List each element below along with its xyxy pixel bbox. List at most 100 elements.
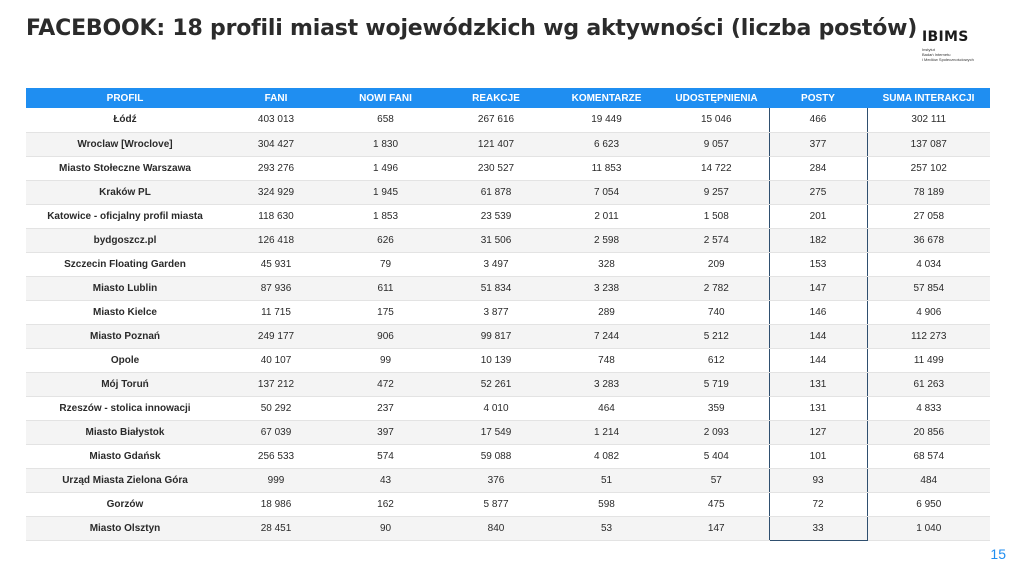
column-header: PROFIL (26, 88, 224, 108)
table-cell: 267 616 (443, 108, 549, 133)
profile-name-cell: Łódź (26, 108, 224, 133)
ibims-logo: IBIMS Instytut Badań Internetu i Mediów … (922, 30, 1002, 62)
table-cell: 1 853 (328, 204, 443, 229)
table-cell: 5 877 (443, 492, 549, 517)
table-cell: 11 715 (224, 300, 328, 325)
table-cell: 127 (768, 420, 868, 445)
table-row: Urząd Miasta Zielona Góra 999 43 376 51 57 93 4… (26, 468, 990, 493)
table-cell: 90 (328, 516, 443, 541)
page-number: 15 (990, 546, 1006, 562)
table-cell: 1 214 (549, 420, 664, 445)
table-cell: 99 (328, 348, 443, 373)
profile-name-cell: Gorzów (26, 492, 224, 517)
profile-name-cell: Opole (26, 348, 224, 373)
table-cell: 144 (768, 324, 868, 349)
slide-title: FACEBOOK: 18 profili miast wojewódzkich … (26, 16, 918, 41)
table-cell: 612 (664, 348, 769, 373)
table-cell: 6 623 (549, 132, 664, 157)
table-cell: 7 244 (549, 324, 664, 349)
profile-name-cell: Mój Toruń (26, 372, 224, 397)
table-cell: 11 499 (867, 348, 990, 373)
table-cell: 201 (768, 204, 868, 229)
table-cell: 153 (768, 252, 868, 277)
table-cell: 256 533 (224, 444, 328, 469)
table-cell: 484 (867, 468, 990, 493)
table-cell: 475 (664, 492, 769, 517)
table-cell: 87 936 (224, 276, 328, 301)
table-cell: 23 539 (443, 204, 549, 229)
table-cell: 658 (328, 108, 443, 133)
table-cell: 15 046 (664, 108, 769, 133)
column-header: KOMENTARZE (549, 88, 664, 108)
table-cell: 359 (664, 396, 769, 421)
table-cell: 230 527 (443, 156, 549, 181)
table-row: Rzeszów - stolica innowacji 50 292 237 4 01… (26, 396, 990, 421)
column-header: REAKCJE (443, 88, 549, 108)
table-cell: 118 630 (224, 204, 328, 229)
table-cell: 146 (768, 300, 868, 325)
table-cell: 147 (768, 276, 868, 301)
profile-name-cell: Katowice - oficjalny profil miasta (26, 204, 224, 229)
table-cell: 144 (768, 348, 868, 373)
table-cell: 4 010 (443, 396, 549, 421)
table-row: Szczecin Floating Garden 45 931 79 3 497 328… (26, 252, 990, 277)
table-cell: 147 (664, 516, 769, 541)
profile-name-cell: bydgoszcz.pl (26, 228, 224, 253)
table-cell: 3 877 (443, 300, 549, 325)
profile-name-cell: Rzeszów - stolica innowacji (26, 396, 224, 421)
table-cell: 50 292 (224, 396, 328, 421)
table-cell: 101 (768, 444, 868, 469)
table-cell: 31 506 (443, 228, 549, 253)
column-header: SUMA INTERAKCJI (867, 88, 990, 108)
logo-line: i Mediów Społecznościowych (922, 57, 974, 62)
table-cell: 52 261 (443, 372, 549, 397)
table-row: Miasto Kielce 11 715 175 3 877 289 740 146 4 90… (26, 300, 990, 325)
logo-line: Instytut (922, 47, 935, 52)
table-cell: 112 273 (867, 324, 990, 349)
table-cell: 72 (768, 492, 868, 517)
profile-name-cell: Miasto Olsztyn (26, 516, 224, 541)
table-cell: 175 (328, 300, 443, 325)
table-cell: 1 040 (867, 516, 990, 541)
table-cell: 43 (328, 468, 443, 493)
profile-name-cell: Urząd Miasta Zielona Góra (26, 468, 224, 493)
table-body: Łódź 403 013 658 267 616 19 449 15 046 466 302 … (26, 108, 990, 541)
column-header: FANI (224, 88, 328, 108)
table-cell: 67 039 (224, 420, 328, 445)
table-row: Łódź 403 013 658 267 616 19 449 15 046 466 302 … (26, 108, 990, 133)
table-row: Gorzów 18 986 162 5 877 598 475 72 6 950 (26, 492, 990, 517)
table-cell: 182 (768, 228, 868, 253)
table-cell: 51 834 (443, 276, 549, 301)
table-cell: 1 508 (664, 204, 769, 229)
table-cell: 18 986 (224, 492, 328, 517)
table-cell: 611 (328, 276, 443, 301)
table-row: Katowice - oficjalny profil miasta 118 63… (26, 204, 990, 229)
table-cell: 79 (328, 252, 443, 277)
table-cell: 9 057 (664, 132, 769, 157)
table-cell: 45 931 (224, 252, 328, 277)
table-cell: 6 950 (867, 492, 990, 517)
profile-name-cell: Szczecin Floating Garden (26, 252, 224, 277)
table-row: Miasto Gdańsk 256 533 574 59 088 4 082 5 404 1… (26, 444, 990, 469)
profile-name-cell: Miasto Białystok (26, 420, 224, 445)
table-cell: 466 (768, 108, 868, 133)
table-cell: 36 678 (867, 228, 990, 253)
logo-subtitle: Instytut Badań Internetu i Mediów Społec… (922, 47, 1002, 62)
table-cell: 1 496 (328, 156, 443, 181)
table-cell: 324 929 (224, 180, 328, 205)
table-cell: 2 093 (664, 420, 769, 445)
table-cell: 137 212 (224, 372, 328, 397)
table-cell: 2 598 (549, 228, 664, 253)
table-cell: 2 011 (549, 204, 664, 229)
table-cell: 3 497 (443, 252, 549, 277)
table-cell: 3 238 (549, 276, 664, 301)
table-cell: 20 856 (867, 420, 990, 445)
profile-name-cell: Miasto Kielce (26, 300, 224, 325)
profile-name-cell: Miasto Gdańsk (26, 444, 224, 469)
table-cell: 99 817 (443, 324, 549, 349)
table-row: Miasto Białystok 67 039 397 17 549 1 214 2 09… (26, 420, 990, 445)
table-cell: 78 189 (867, 180, 990, 205)
table-cell: 289 (549, 300, 664, 325)
table-cell: 2 782 (664, 276, 769, 301)
table-cell: 598 (549, 492, 664, 517)
